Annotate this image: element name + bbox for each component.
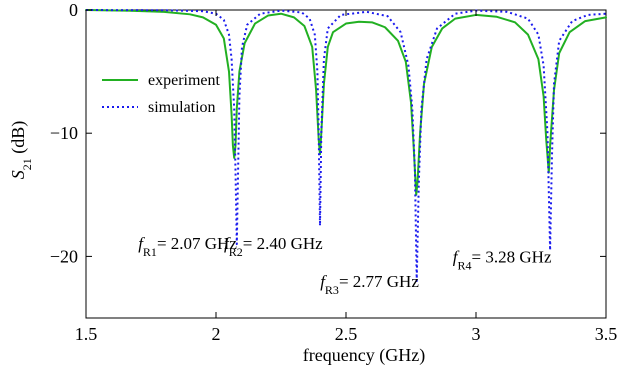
resonance-label-subscript: R4 xyxy=(458,259,472,273)
x-tick-label: 3.5 xyxy=(595,324,618,344)
y-axis-label-unit: (dB) xyxy=(8,121,29,159)
x-axis-label: frequency (GHz) xyxy=(303,345,425,366)
resonance-label-value: = 2.77 GHz xyxy=(339,272,419,291)
x-tick-label: 3 xyxy=(472,324,481,344)
y-tick-label: 0 xyxy=(69,0,78,20)
legend-label-simulation: simulation xyxy=(148,99,216,116)
resonance-label-value: = 3.28 GHz xyxy=(472,248,552,267)
y-tick-label: −10 xyxy=(50,123,78,143)
resonance-label-subscript: R3 xyxy=(325,283,339,297)
y-axis-label-subscript: 21 xyxy=(20,158,34,170)
legend-label-experiment: experiment xyxy=(148,72,221,89)
resonance-label-value: = 2.40 GHz xyxy=(243,234,323,253)
resonance-label-subscript: R1 xyxy=(143,245,157,259)
x-tick-label: 2 xyxy=(212,324,221,344)
y-tick-label: −20 xyxy=(50,246,78,266)
x-tick-label: 1.5 xyxy=(75,324,98,344)
resonance-label-subscript: R2 xyxy=(229,245,243,259)
y-axis-label-base: S xyxy=(8,170,28,179)
x-tick-label: 2.5 xyxy=(335,324,358,344)
